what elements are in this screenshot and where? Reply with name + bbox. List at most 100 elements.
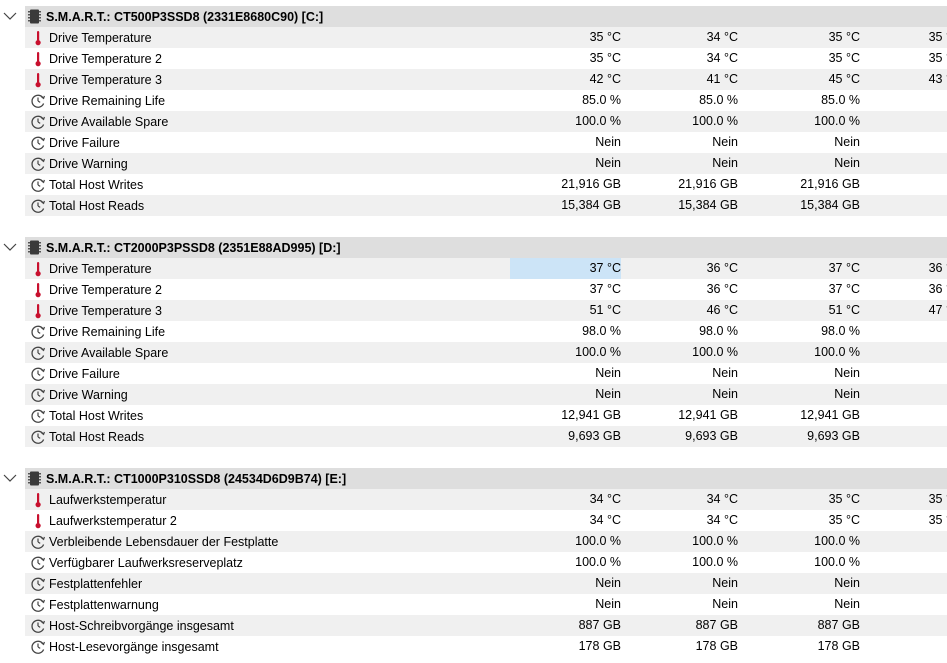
average-value xyxy=(870,384,947,405)
sensor-label: Verfügbarer Laufwerksreserveplatz xyxy=(49,555,243,570)
sensor-row[interactable]: Verfügbarer Laufwerksreserveplatz 100.0 %… xyxy=(25,552,947,573)
drive-header[interactable]: S.M.A.R.T.: CT1000P310SSD8 (24534D6D9B74… xyxy=(3,468,947,489)
thermometer-icon xyxy=(30,303,46,319)
minimum-value: Nein xyxy=(712,366,738,380)
gauge-icon xyxy=(30,198,46,214)
minimum-value: Nein xyxy=(712,597,738,611)
drive-title: S.M.A.R.T.: CT1000P310SSD8 (24534D6D9B74… xyxy=(46,471,347,486)
current-value: 37 °C xyxy=(510,258,621,279)
maximum-value: Nein xyxy=(834,156,860,170)
average-value xyxy=(870,552,947,573)
sensor-row[interactable]: Total Host Reads 15,384 GB 15,384 GB 15,384… xyxy=(25,195,947,216)
sensor-row[interactable]: Drive Failure Nein Nein Nein xyxy=(25,363,947,384)
drive-header[interactable]: S.M.A.R.T.: CT2000P3PSSD8 (2351E88AD995)… xyxy=(3,237,947,258)
sensor-row[interactable]: Festplattenfehler Nein Nein Nein xyxy=(25,573,947,594)
average-value: 35 °C xyxy=(928,51,947,65)
minimum-value: Nein xyxy=(712,135,738,149)
sensor-label: Drive Temperature 3 xyxy=(49,303,163,318)
average-value: 47 °C xyxy=(928,303,947,317)
average-value xyxy=(870,615,947,636)
sensor-row[interactable]: Drive Temperature 3 51 °C 46 °C 51 °C 47 °C xyxy=(25,300,947,321)
sensor-row[interactable]: Drive Warning Nein Nein Nein xyxy=(25,153,947,174)
sensor-row[interactable]: Total Host Writes 12,941 GB 12,941 GB 12,94… xyxy=(25,405,947,426)
maximum-value: 37 °C xyxy=(828,282,860,296)
sensor-row[interactable]: Drive Remaining Life 85.0 % 85.0 % 85.0 % xyxy=(25,90,947,111)
sensor-label: Host-Schreibvorgänge insgesamt xyxy=(49,618,234,633)
sensor-row[interactable]: Festplattenwarnung Nein Nein Nein xyxy=(25,594,947,615)
ssd-icon xyxy=(28,471,41,486)
maximum-value: 45 °C xyxy=(828,72,860,86)
chevron-down-icon[interactable] xyxy=(3,10,17,22)
average-value xyxy=(870,321,947,342)
ssd-icon xyxy=(28,240,41,255)
sensor-row[interactable]: Verbleibende Lebensdauer der Festplatte 1… xyxy=(25,531,947,552)
current-value: 887 GB xyxy=(578,618,621,632)
sensor-row[interactable]: Drive Failure Nein Nein Nein xyxy=(25,132,947,153)
average-value xyxy=(870,195,947,216)
sensor-row[interactable]: Drive Available Spare 100.0 % 100.0 % 100.0… xyxy=(25,342,947,363)
sensor-row[interactable]: Drive Available Spare 100.0 % 100.0 % 100.0… xyxy=(25,111,947,132)
drive-header[interactable]: S.M.A.R.T.: CT500P3SSD8 (2331E8680C90) [… xyxy=(3,6,947,27)
gauge-icon xyxy=(30,639,46,655)
current-value: 34 °C xyxy=(589,492,621,506)
drive-title: S.M.A.R.T.: CT500P3SSD8 (2331E8680C90) [… xyxy=(46,9,324,24)
maximum-value: 98.0 % xyxy=(821,324,860,338)
sensor-label: Drive Temperature xyxy=(49,30,152,45)
thermometer-icon xyxy=(30,492,46,508)
sensor-row[interactable]: Host-Lesevorgänge insgesamt 178 GB 178 GB 1… xyxy=(25,636,947,657)
current-value: Nein xyxy=(595,156,621,170)
minimum-value: 15,384 GB xyxy=(678,198,738,212)
maximum-value: 35 °C xyxy=(828,513,860,527)
current-value: Nein xyxy=(595,366,621,380)
sensor-label: Drive Temperature 3 xyxy=(49,72,163,87)
gauge-icon xyxy=(30,576,46,592)
sensor-row[interactable]: Drive Temperature 3 42 °C 41 °C 45 °C 43 °C xyxy=(25,69,947,90)
average-value: 36 °C xyxy=(928,261,947,275)
current-value: 98.0 % xyxy=(582,324,621,338)
chevron-down-icon[interactable] xyxy=(3,241,17,253)
sensor-label: Verbleibende Lebensdauer der Festplatte xyxy=(49,534,279,549)
sensor-label: Laufwerkstemperatur 2 xyxy=(49,513,177,528)
sensor-label: Total Host Writes xyxy=(49,408,144,423)
average-value xyxy=(870,531,947,552)
maximum-value: Nein xyxy=(834,366,860,380)
sensor-row[interactable]: Drive Temperature 35 °C 34 °C 35 °C 35 °C xyxy=(25,27,947,48)
minimum-value: 12,941 GB xyxy=(678,408,738,422)
chevron-down-icon[interactable] xyxy=(3,472,17,484)
sensor-row[interactable]: Drive Warning Nein Nein Nein xyxy=(25,384,947,405)
current-value: 15,384 GB xyxy=(561,198,621,212)
sensor-label: Festplattenfehler xyxy=(49,576,143,591)
sensor-row[interactable]: Drive Temperature 2 37 °C 36 °C 37 °C 36 °C xyxy=(25,279,947,300)
minimum-value: 34 °C xyxy=(706,513,738,527)
average-value xyxy=(870,426,947,447)
maximum-value: Nein xyxy=(834,387,860,401)
maximum-value: Nein xyxy=(834,576,860,590)
sensor-row[interactable]: Host-Schreibvorgänge insgesamt 887 GB 887 … xyxy=(25,615,947,636)
gauge-icon xyxy=(30,555,46,571)
ssd-icon xyxy=(28,9,41,24)
sensor-row[interactable]: Drive Remaining Life 98.0 % 98.0 % 98.0 % xyxy=(25,321,947,342)
average-value xyxy=(870,174,947,195)
gauge-icon xyxy=(30,366,46,382)
average-value xyxy=(870,405,947,426)
maximum-value: 178 GB xyxy=(817,639,860,653)
sensor-row[interactable]: Drive Temperature 37 °C 36 °C 37 °C 36 °C xyxy=(25,258,947,279)
average-value xyxy=(870,153,947,174)
maximum-value: 9,693 GB xyxy=(807,429,860,443)
current-value: 12,941 GB xyxy=(561,408,621,422)
sensor-row[interactable]: Drive Temperature 2 35 °C 34 °C 35 °C 35 °C xyxy=(25,48,947,69)
sensor-row[interactable]: Laufwerkstemperatur 34 °C 34 °C 35 °C 35 °C xyxy=(25,489,947,510)
average-value xyxy=(870,573,947,594)
sensor-row[interactable]: Total Host Writes 21,916 GB 21,916 GB 21,91… xyxy=(25,174,947,195)
sensor-label: Laufwerkstemperatur xyxy=(49,492,167,507)
sensor-label: Drive Available Spare xyxy=(49,114,169,129)
sensor-row[interactable]: Laufwerkstemperatur 2 34 °C 34 °C 35 °C 35 °… xyxy=(25,510,947,531)
sensor-label: Total Host Writes xyxy=(49,177,144,192)
current-value: 178 GB xyxy=(578,639,621,653)
minimum-value: 34 °C xyxy=(706,492,738,506)
sensor-label: Drive Remaining Life xyxy=(49,93,166,108)
sensor-label: Host-Lesevorgänge insgesamt xyxy=(49,639,219,654)
sensor-label: Total Host Reads xyxy=(49,198,145,213)
sensor-row[interactable]: Total Host Reads 9,693 GB 9,693 GB 9,693 GB xyxy=(25,426,947,447)
